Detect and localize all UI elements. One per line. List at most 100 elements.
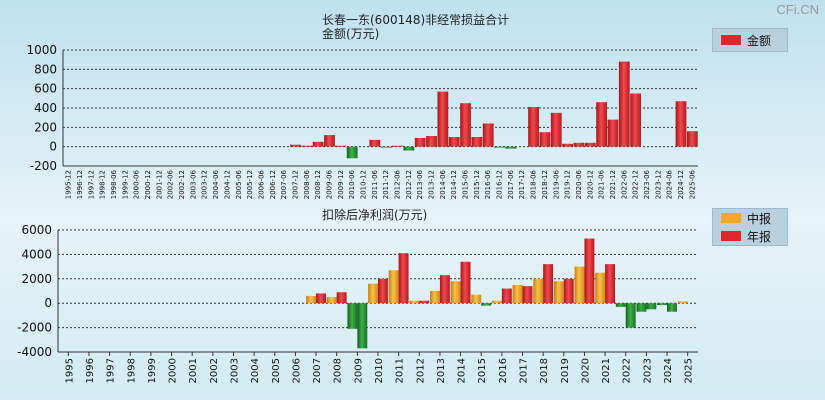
chart2-ytick-label: 0 <box>44 296 52 310</box>
chart2-bar-annual <box>336 292 347 304</box>
chart2-xtick-label: 2025 <box>684 358 695 383</box>
chart2-bar-interim <box>368 283 378 304</box>
chart1-xtick-label: 2002-12 <box>178 170 186 199</box>
chart2-bar-interim <box>533 278 544 304</box>
chart1-ytick-label: -200 <box>30 159 57 173</box>
chart2-xtick-label: 2001 <box>188 358 199 383</box>
chart2-xtick-label: 1996 <box>85 358 96 383</box>
chart1-xtick-label: 2022-12 <box>632 170 640 199</box>
chart1-xtick-label: 2005-06 <box>235 169 243 199</box>
chart1-xtick-label: 2013-06 <box>416 169 424 199</box>
chart2-xtick-label: 2020 <box>580 358 591 383</box>
chart2-bar-annual <box>481 303 492 306</box>
chart2-xtick-label: 2008 <box>333 358 344 383</box>
chart1-ytick-label: 600 <box>34 82 57 96</box>
chart2-bar-interim <box>306 295 317 304</box>
chart1-ylabel: 金额(万元) <box>322 27 380 41</box>
chart2-xtick-label: 2007 <box>312 358 323 383</box>
chart1-xtick-label: 2000-06 <box>133 169 141 199</box>
chart2-bar-annual <box>378 278 388 304</box>
chart1-bar <box>346 146 358 159</box>
chart1-xtick-label: 2019-06 <box>552 169 560 199</box>
chart2-ytick-label: 2000 <box>21 272 52 286</box>
chart2-bar-interim <box>388 270 399 304</box>
chart1-xtick-label: 2007-12 <box>291 170 299 199</box>
chart2-xtick-label: 2022 <box>622 358 633 383</box>
chart1-xtick-label: 2010-06 <box>348 169 356 199</box>
chart2-bar-interim <box>657 303 668 306</box>
chart1-xtick-label: 2018-06 <box>530 169 538 199</box>
chart2-xtick-label: 2000 <box>168 358 179 383</box>
chart2-xtick-label: 2021 <box>601 358 612 383</box>
chart2-bar-annual <box>357 303 368 349</box>
chart1-xtick-label: 2011-06 <box>371 169 379 199</box>
chart1-xtick-label: 2013-12 <box>428 170 436 199</box>
legend-item-interim: 中报 <box>713 209 787 227</box>
chart1-xtick-label: 2017-12 <box>518 170 526 199</box>
chart1-xtick-label: 2011-12 <box>382 170 390 199</box>
chart2-bar-interim <box>430 291 440 304</box>
chart2-bar-interim <box>326 297 337 304</box>
chart1-ytick-label: 200 <box>34 120 57 134</box>
chart2-xtick-label: 2019 <box>560 358 571 383</box>
chart2-bar-interim <box>471 294 482 304</box>
chart1-bar <box>392 145 403 147</box>
chart1-plot: 1000 800 600 400 200 0 -200 1995-12 1996-12 1997-… <box>26 43 698 199</box>
chart1-xtick-label: 2003-06 <box>189 169 197 199</box>
chart1-bar <box>301 145 313 147</box>
chart1-xtick-label: 2008-12 <box>314 170 322 199</box>
chart2-bar-interim <box>574 266 585 304</box>
chart1-xtick-label: 2023-12 <box>654 170 662 199</box>
chart1-bar <box>414 137 426 147</box>
chart2-xtick-label: 2013 <box>436 358 447 383</box>
chart1-xtick-label: 2004-12 <box>223 170 231 199</box>
chart2-bar-interim <box>491 300 502 304</box>
chart2-bar-annual <box>316 293 326 304</box>
chart2-bar-annual <box>667 303 677 312</box>
chart2-xtick-label: 2010 <box>374 358 385 383</box>
chart1-xtick-label: 2020-12 <box>586 170 594 199</box>
chart1-xtick-label: 2018-12 <box>541 170 549 199</box>
chart2-xtick-label: 2017 <box>519 358 530 383</box>
legend-item-amount: 金额 <box>713 29 787 51</box>
chart2-xtick-label: 1997 <box>106 358 117 383</box>
chart1-xtick-label: 2024-12 <box>677 170 685 199</box>
chart1-bar <box>482 123 494 147</box>
chart1-xtick-label: 2003-12 <box>201 170 209 199</box>
chart1-xtick-label: 2008-06 <box>303 169 311 199</box>
chart2-xtick-label: 1995 <box>64 358 75 383</box>
chart2-plot: 6000 4000 2000 0 -2000 -4000 1995 1996 1997 1998 1… <box>17 223 698 383</box>
chart1-bar <box>505 146 517 149</box>
chart1-xtick-label: 2016-12 <box>496 170 504 199</box>
chart1-xtick-label: 2014-06 <box>439 169 447 199</box>
chart1-ytick-label: 1000 <box>26 43 57 57</box>
legend-item-annual: 年报 <box>713 227 787 245</box>
chart2-xtick-label: 1998 <box>126 358 137 383</box>
chart2-ytick-label: 4000 <box>21 247 52 261</box>
chart1-xtick-label: 2020-06 <box>575 169 583 199</box>
chart2-xtick-label: 2005 <box>271 358 282 383</box>
chart2-legend: 中报 年报 <box>712 208 788 246</box>
chart1-xtick-label: 2025-06 <box>688 169 696 199</box>
chart2-ytick-label: -4000 <box>17 345 52 359</box>
chart1-bar <box>539 132 551 147</box>
chart2-bar-interim <box>512 284 523 304</box>
chart1-bar <box>494 146 505 148</box>
chart1-xtick-label: 2006-06 <box>257 169 265 199</box>
chart2-xtick-label: 2011 <box>395 358 406 383</box>
chart2-bar-annual <box>584 238 595 304</box>
legend-label-annual: 年报 <box>747 229 772 244</box>
chart2-bar-annual <box>563 278 574 304</box>
chart2-bar-annual <box>439 275 450 304</box>
chart2-bar-annual <box>543 264 554 304</box>
chart1-title: 长春一东(600148)非经常损益合计 <box>322 13 510 27</box>
chart2-bar-interim <box>615 303 626 307</box>
chart1-bar <box>448 137 460 147</box>
chart2-xtick-label: 2002 <box>209 358 220 383</box>
chart1-ytick-label: 800 <box>34 62 57 76</box>
chart1-xtick-label: 2009-06 <box>325 169 333 199</box>
chart1-bar <box>630 93 642 147</box>
chart2-bar-interim <box>347 303 358 329</box>
